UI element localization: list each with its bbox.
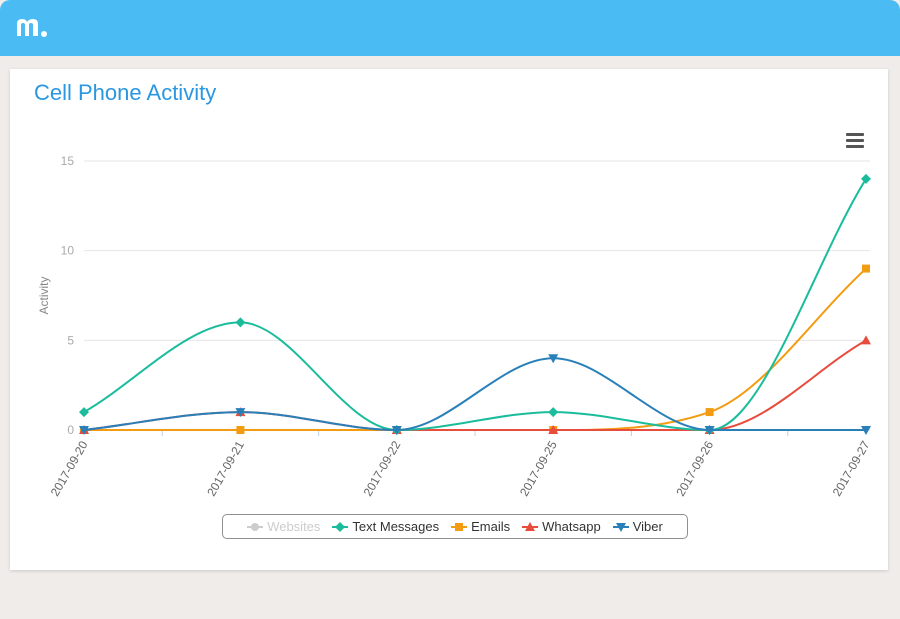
series-viber [79,354,871,435]
data-point[interactable] [705,408,714,417]
y-tick-label: 10 [61,244,75,258]
data-point[interactable] [236,426,245,434]
legend-item-emails[interactable]: Emails [451,519,510,534]
chart-legend: Websites Text Messages Emails Whatsapp Viber [222,514,688,539]
series-line [83,178,867,432]
data-point[interactable] [861,335,871,345]
legend-marker[interactable] [455,522,464,531]
legend-label: Text Messages [352,519,440,534]
circle-marker-icon [247,522,264,531]
legend-label: Whatsapp [542,519,601,534]
legend-label: Websites [267,519,321,534]
legend-label: Emails [471,519,511,534]
x-tick-label: 2017-09-21 [204,438,247,498]
y-tick-label: 5 [67,333,74,347]
data-point[interactable] [391,426,402,435]
data-point[interactable] [548,407,559,418]
legend-marker[interactable] [525,521,536,531]
x-tick-label: 2017-09-27 [830,438,873,498]
data-point[interactable] [548,425,559,434]
series-emails [80,264,870,434]
legend-marker[interactable] [615,522,626,532]
triangle-down-marker-icon [612,522,629,532]
series-text-messages [79,173,871,435]
x-tick-label: 2017-09-20 [48,438,91,498]
x-tick-label: 2017-09-26 [673,438,716,498]
triangle-marker-icon [522,521,539,531]
legend-item-whatsapp[interactable]: Whatsapp [522,519,601,534]
legend-label: Viber [632,519,663,534]
y-axis-title: Activity [37,276,51,314]
data-point[interactable] [861,426,871,435]
square-marker-icon [451,522,468,531]
y-tick-label: 0 [67,423,74,437]
top-bar [0,0,900,56]
data-point[interactable] [548,354,559,364]
mspy-logo-icon[interactable] [14,14,50,42]
diamond-marker-icon [332,521,349,532]
activity-card: Cell Phone Activity 0 5 10 15 2017-09-20 201… [10,69,888,570]
page-title: Cell Phone Activity [34,80,217,105]
x-tick-label: 2017-09-25 [517,438,560,498]
data-point[interactable] [79,426,89,435]
data-point[interactable] [79,407,89,418]
data-point[interactable] [235,408,246,418]
series-line [84,267,867,432]
legend-item-text-messages[interactable]: Text Messages [332,519,439,534]
data-point[interactable] [235,317,246,328]
data-point[interactable] [862,264,870,273]
series-line [83,357,866,432]
series-line [83,339,867,432]
data-point[interactable] [704,426,715,435]
legend-marker[interactable] [335,521,346,532]
legend-item-viber[interactable]: Viber [612,519,663,534]
legend-item-websites[interactable]: Websites [247,519,320,534]
x-tick-label: 2017-09-22 [361,438,404,498]
activity-chart: 0 5 10 15 2017-09-20 2017-09-21 2017-09-22 201… [37,154,873,499]
data-point[interactable] [861,173,871,184]
legend-marker[interactable] [251,522,260,531]
hamburger-menu-icon[interactable] [844,132,866,150]
y-tick-label: 15 [61,154,75,168]
